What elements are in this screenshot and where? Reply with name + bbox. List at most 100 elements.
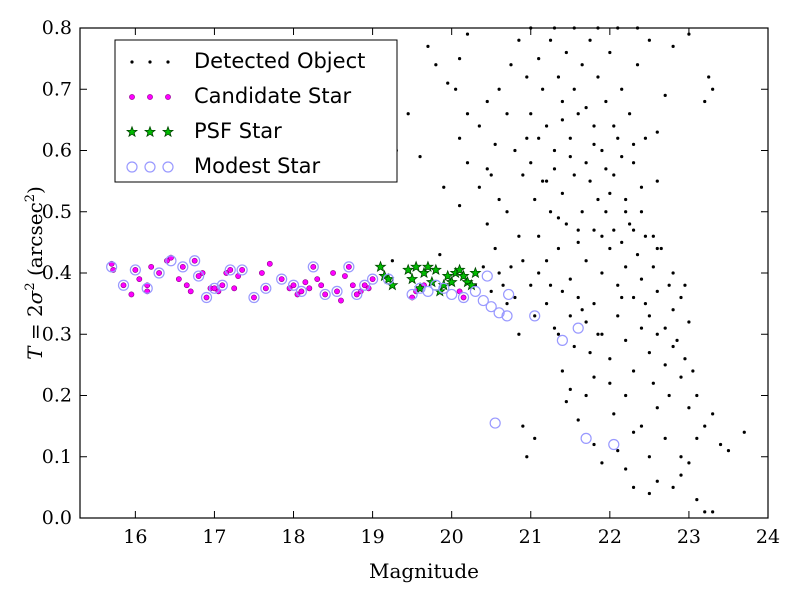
detected-object-point xyxy=(631,430,636,434)
modest-star-point xyxy=(319,288,331,301)
modest-star-point xyxy=(556,334,568,346)
modest-star-point xyxy=(422,285,434,297)
modest-star-point xyxy=(446,288,458,301)
candidate-star-point xyxy=(191,257,198,264)
detected-object-point xyxy=(580,210,584,214)
legend-marker xyxy=(161,125,175,138)
detected-object-point xyxy=(695,498,699,502)
detected-object-point xyxy=(604,210,608,214)
psf-star-point xyxy=(402,263,415,276)
modest-star-point xyxy=(236,264,248,276)
legend-marker xyxy=(166,60,170,64)
detected-object-point xyxy=(525,455,529,459)
detected-object-point xyxy=(517,38,521,42)
detected-object-point xyxy=(620,295,624,300)
detected-object-point xyxy=(707,75,711,79)
detected-object-point xyxy=(596,75,600,79)
candidate-star-point xyxy=(318,282,325,289)
legend-markers xyxy=(125,60,175,173)
detected-object-point xyxy=(703,424,707,428)
detected-object-point xyxy=(544,124,549,128)
x-tick-label: 24 xyxy=(756,526,780,548)
detected-object-point xyxy=(525,136,529,140)
detected-object-point xyxy=(501,283,505,287)
detected-object-point xyxy=(651,381,655,385)
modest-star-point xyxy=(224,264,236,276)
points-layer xyxy=(106,26,746,514)
legend-label-candidate-star: Candidate Star xyxy=(194,84,351,108)
detected-object-point xyxy=(671,271,675,275)
detected-object-point xyxy=(584,161,588,165)
detected-object-point xyxy=(612,173,616,177)
detected-object-point xyxy=(564,222,568,226)
detected-object-point xyxy=(485,99,489,104)
detected-object-point xyxy=(418,155,422,159)
detected-object-point xyxy=(556,332,561,336)
detected-object-point xyxy=(679,295,683,300)
detected-object-point xyxy=(497,271,501,275)
candidate-star-point xyxy=(211,285,218,292)
psf-star-point xyxy=(429,263,442,276)
detected-object-point xyxy=(742,430,746,434)
candidate-star-point xyxy=(369,276,376,283)
detected-object-point xyxy=(537,57,541,61)
detected-object-point xyxy=(513,295,517,300)
detected-object-point xyxy=(628,112,632,116)
detected-object-point xyxy=(679,455,683,459)
psf-star-point xyxy=(457,269,470,282)
modest-star-point xyxy=(216,279,228,291)
detected-object-point xyxy=(509,63,513,67)
psf-star-point xyxy=(469,266,482,279)
candidate-star-point xyxy=(314,276,321,283)
modest-star-point xyxy=(331,285,343,297)
y-axis-label-eq: = 2 xyxy=(23,304,47,346)
modest-star-point xyxy=(287,279,300,291)
plot-frame xyxy=(79,27,769,519)
modest-star-point xyxy=(177,261,189,273)
detected-object-point xyxy=(612,412,616,416)
modest-star-point xyxy=(343,261,355,273)
series-modest-star xyxy=(106,255,620,451)
detected-object-point xyxy=(628,222,632,226)
detected-object-point xyxy=(687,320,691,324)
y-axis-label-unit-open: (arcsec xyxy=(23,202,47,282)
detected-object-point xyxy=(663,93,667,97)
detected-object-point xyxy=(533,197,537,202)
detected-object-point xyxy=(647,38,651,42)
legend-marker xyxy=(130,60,134,64)
detected-object-point xyxy=(537,271,541,275)
detected-object-point xyxy=(572,87,576,91)
detected-object-point xyxy=(481,265,485,269)
detected-object-point xyxy=(568,277,572,281)
detected-object-point xyxy=(505,302,509,306)
detected-object-point xyxy=(608,246,612,251)
detected-object-point xyxy=(691,369,695,373)
detected-object-point xyxy=(442,185,446,189)
legend-marker xyxy=(165,94,171,100)
detected-object-point xyxy=(616,449,620,453)
candidate-star-point xyxy=(349,282,356,289)
detected-object-point xyxy=(446,81,450,85)
modest-star-point xyxy=(351,288,363,301)
detected-object-point xyxy=(572,344,576,349)
detected-object-point xyxy=(683,357,687,361)
x-tick-label: 20 xyxy=(440,526,464,548)
y-tick-label: 0.4 xyxy=(42,262,72,284)
detected-object-point xyxy=(679,473,683,477)
modest-star-point xyxy=(580,432,592,444)
candidate-star-point xyxy=(148,263,155,270)
detected-object-point xyxy=(703,510,707,514)
detected-object-point xyxy=(592,124,596,128)
candidate-star-point xyxy=(195,273,202,279)
detected-object-point xyxy=(576,228,580,232)
y-axis-label-unit-close: ) xyxy=(23,186,47,194)
detected-object-point xyxy=(718,442,723,447)
detected-object-point xyxy=(517,332,521,336)
legend-label-detected-object: Detected Object xyxy=(194,49,365,73)
detected-object-point xyxy=(541,179,545,183)
legend-marker-modest-star xyxy=(126,161,174,173)
detected-object-point xyxy=(489,289,493,293)
candidate-star-point xyxy=(203,294,210,301)
detected-object-point xyxy=(604,99,608,104)
candidate-star-point xyxy=(219,282,226,289)
